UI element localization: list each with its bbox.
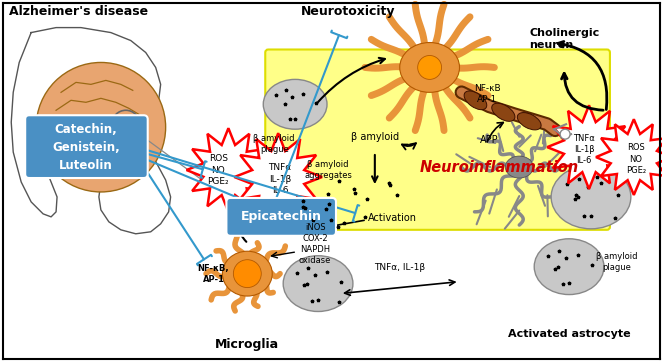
FancyBboxPatch shape (226, 198, 336, 236)
Ellipse shape (263, 79, 327, 129)
Text: β amyloid
plague: β amyloid plague (596, 252, 638, 272)
Ellipse shape (464, 91, 487, 110)
Circle shape (418, 55, 442, 79)
Text: TNFα
IL-1β
IL-6: TNFα IL-1β IL-6 (269, 163, 292, 195)
Text: NF-κB,
AP-1: NF-κB, AP-1 (198, 264, 229, 284)
Ellipse shape (400, 42, 459, 92)
Circle shape (233, 260, 261, 287)
Text: Alzheimer's disease: Alzheimer's disease (9, 5, 149, 18)
Text: TNFα, IL-1β: TNFα, IL-1β (374, 263, 425, 272)
Text: β amyloid
plague: β amyloid plague (253, 134, 295, 154)
Text: β amyloid: β amyloid (351, 132, 399, 142)
Text: NF-κB
AP-1: NF-κB AP-1 (474, 84, 501, 104)
Ellipse shape (517, 113, 541, 130)
Text: Activation: Activation (368, 213, 417, 223)
Ellipse shape (283, 256, 353, 311)
Polygon shape (547, 105, 631, 189)
Text: ROS
NO
PGE₂: ROS NO PGE₂ (208, 154, 229, 186)
Ellipse shape (534, 239, 604, 295)
Ellipse shape (222, 251, 272, 296)
Polygon shape (235, 133, 322, 221)
Text: Activated astrocyte: Activated astrocyte (508, 329, 631, 340)
Polygon shape (596, 119, 663, 195)
Text: Neurotoxicity: Neurotoxicity (301, 5, 395, 18)
Text: Neuroinflammation: Neuroinflammation (420, 160, 579, 174)
Text: β amyloid
aggregates: β amyloid aggregates (304, 160, 352, 180)
Text: ROS
NO
PGE₂: ROS NO PGE₂ (626, 143, 646, 175)
Ellipse shape (505, 156, 533, 178)
Ellipse shape (492, 103, 515, 121)
Polygon shape (186, 128, 271, 212)
Text: APP: APP (480, 135, 499, 145)
Text: Microglia: Microglia (215, 338, 279, 352)
Ellipse shape (36, 63, 166, 192)
Circle shape (560, 129, 570, 139)
FancyBboxPatch shape (265, 50, 610, 230)
Text: Cholinergic
neuron: Cholinergic neuron (529, 28, 599, 50)
Text: Catechin,
Genistein,
Luteolin: Catechin, Genistein, Luteolin (52, 123, 120, 172)
Text: iNOS
COX-2
NAPDH
oxidase: iNOS COX-2 NAPDH oxidase (299, 223, 332, 265)
Ellipse shape (551, 165, 631, 229)
Text: Epicatechin: Epicatechin (241, 210, 322, 223)
Text: TNFα
IL-1β
IL-6: TNFα IL-1β IL-6 (573, 134, 595, 165)
FancyBboxPatch shape (25, 115, 148, 178)
